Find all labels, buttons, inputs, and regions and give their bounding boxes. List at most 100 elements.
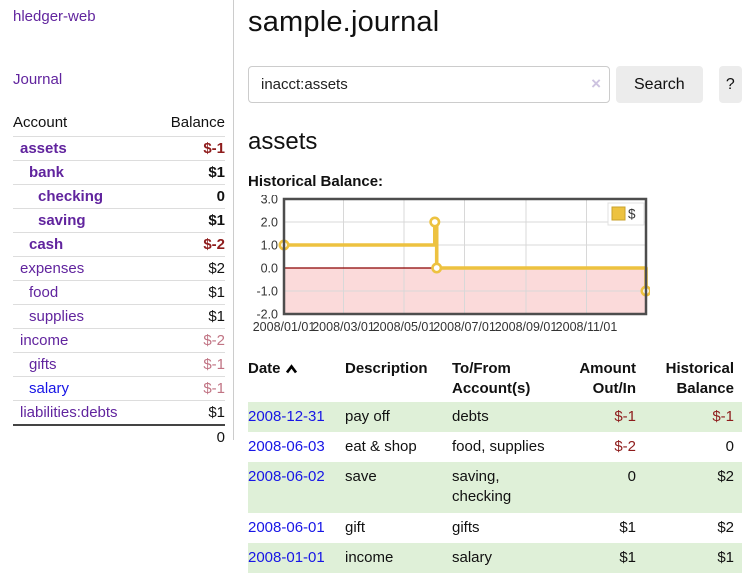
account-row: saving $1 [13, 208, 225, 233]
transaction-balance: $-1 [712, 407, 734, 425]
search-form: × Search ? [248, 66, 742, 103]
register-header-amount: Amount Out/In [579, 360, 636, 398]
account-balance: $2 [152, 256, 225, 281]
svg-text:2008/05/01: 2008/05/01 [373, 320, 436, 334]
account-balance: $-1 [152, 376, 225, 401]
transaction-description: pay off [345, 407, 390, 425]
account-link[interactable]: supplies [29, 308, 85, 325]
brand-link[interactable]: hledger-web [13, 8, 96, 25]
transaction-description: save [345, 468, 377, 485]
svg-text:3.0: 3.0 [261, 195, 278, 207]
transaction-accounts: salary [452, 548, 493, 566]
chevron-up-icon [285, 360, 298, 380]
accounts-total-value: 0 [152, 424, 225, 449]
account-balance: $1 [152, 400, 225, 425]
transaction-date-link[interactable]: 2008-06-02 [248, 468, 325, 485]
register-row: 2008-06-03 eat & shop food, supplies $-2 0 [248, 432, 742, 462]
account-row: liabilities:debts $1 [13, 400, 225, 425]
register-header-date[interactable]: Date [248, 357, 345, 402]
account-link[interactable]: assets [20, 140, 67, 157]
account-balance: $1 [152, 280, 225, 305]
account-row: assets $-1 [13, 136, 225, 161]
transaction-accounts: saving, checking [452, 468, 512, 506]
page-title: sample.journal [248, 6, 440, 38]
transaction-balance: $1 [717, 548, 734, 566]
accounts-header-row: Account Balance [13, 110, 225, 137]
account-row: food $1 [13, 280, 225, 305]
register-header-description: Description [345, 360, 428, 377]
svg-text:2.0: 2.0 [261, 216, 278, 230]
register-header-row: Date Description To/From Account(s) Amou… [248, 357, 742, 402]
transaction-description: eat & shop [345, 437, 417, 455]
account-link[interactable]: checking [38, 188, 104, 205]
svg-text:-2.0: -2.0 [256, 308, 278, 322]
account-row: supplies $1 [13, 304, 225, 329]
transaction-description: income [345, 548, 394, 566]
transaction-accounts: gifts [452, 518, 480, 536]
transaction-amount: $1 [619, 518, 636, 536]
account-balance: 0 [152, 184, 225, 209]
account-link[interactable]: liabilities:debts [20, 404, 118, 421]
account-link[interactable]: bank [29, 164, 65, 181]
register-row: 2008-01-01 income salary $1 $1 [248, 542, 742, 573]
chart-canvas: $3.0 2.0 1.0 0.0 -1.0 -2.02008/01/012008/03/0… [253, 195, 650, 334]
account-balance: $-2 [152, 232, 225, 257]
transaction-date-link[interactable]: 2008-01-01 [248, 548, 325, 566]
account-balance: $1 [152, 160, 225, 185]
transaction-amount: 0 [627, 468, 636, 485]
account-row: gifts $-1 [13, 352, 225, 377]
accounts-table: Account Balance assets $-1 bank $1 checking 0… [13, 110, 225, 449]
svg-text:1.0: 1.0 [261, 239, 278, 253]
account-link[interactable]: income [20, 332, 69, 349]
account-link[interactable]: food [29, 284, 59, 301]
account-link[interactable]: gifts [29, 356, 57, 373]
transaction-amount: $1 [619, 548, 636, 566]
search-input[interactable] [248, 66, 610, 103]
accounts-header-account: Account [13, 114, 68, 131]
transaction-date-link[interactable]: 2008-06-01 [248, 518, 325, 536]
sidebar: hledger-web Journal Account Balance asse… [0, 0, 234, 449]
account-balance: $-1 [152, 136, 225, 161]
account-link[interactable]: salary [29, 380, 70, 397]
svg-text:2008/07/01: 2008/07/01 [433, 320, 496, 334]
account-row: bank $1 [13, 160, 225, 185]
transaction-description: gift [345, 518, 366, 536]
search-button[interactable]: Search [616, 66, 703, 103]
account-row: expenses $2 [13, 256, 225, 281]
svg-text:0.0: 0.0 [261, 262, 278, 276]
transaction-date-link[interactable]: 2008-06-03 [248, 437, 325, 455]
account-link[interactable]: saving [38, 212, 86, 229]
account-row: cash $-2 [13, 232, 225, 257]
register-body: 2008-12-31 pay off debts $-1 $-1 2008-06-03 ea… [248, 401, 742, 573]
accounts-total-row: 0 [13, 424, 225, 449]
clear-search-icon[interactable]: × [591, 74, 601, 93]
account-row: income $-2 [13, 328, 225, 353]
account-balance: $1 [152, 208, 225, 233]
transaction-accounts: food, supplies [452, 437, 545, 455]
svg-text:2008/11/01: 2008/11/01 [556, 320, 618, 334]
register-row: 2008-06-02 save saving, checking 0 $2 [248, 462, 742, 513]
sidebar-item-journal[interactable]: Journal [13, 71, 63, 88]
register-row: 2008-12-31 pay off debts $-1 $-1 [248, 401, 742, 432]
account-link[interactable]: cash [29, 236, 64, 253]
historical-balance-chart: $3.0 2.0 1.0 0.0 -1.0 -2.0 2008/01/01 2008/03/0… [248, 195, 742, 343]
account-link[interactable]: expenses [20, 260, 85, 277]
transaction-accounts: debts [452, 407, 489, 425]
accounts-header-balance: Balance [170, 114, 225, 131]
account-row: checking 0 [13, 184, 225, 209]
accounts-body: assets $-1 bank $1 checking 0 saving $1 cash $-2 e… [13, 136, 225, 449]
svg-text:-1.0: -1.0 [256, 285, 278, 299]
main-content: sample.journal × Search ? assets Histori… [248, 0, 742, 573]
transaction-amount: $-1 [614, 407, 636, 425]
transaction-amount: $-2 [614, 437, 636, 455]
register-header-accounts: To/From Account(s) [452, 360, 531, 398]
transaction-balance: $2 [717, 468, 734, 485]
chart-title: Historical Balance: [248, 173, 384, 190]
account-heading: assets [248, 128, 318, 155]
help-button[interactable]: ? [718, 66, 742, 103]
transaction-date-link[interactable]: 2008-12-31 [248, 407, 325, 425]
account-balance: $-2 [152, 328, 225, 353]
register-table: Date Description To/From Account(s) Amou… [248, 357, 742, 573]
svg-text:2008/09/01: 2008/09/01 [495, 320, 558, 334]
account-row: salary $-1 [13, 376, 225, 401]
